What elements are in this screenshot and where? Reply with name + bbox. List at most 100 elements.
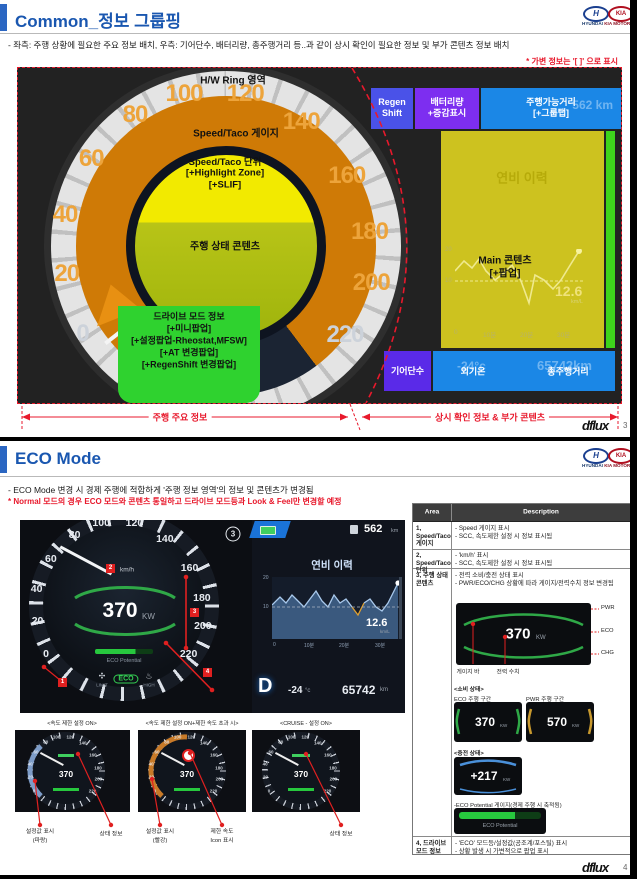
eco-num: 160	[180, 562, 199, 574]
eco-potential-bar	[95, 649, 153, 654]
high-label: HIGH	[143, 682, 155, 688]
col-divider	[451, 504, 452, 854]
v1-num: 180	[94, 765, 102, 771]
odometer-unit: km	[380, 687, 388, 693]
v1-num: 200	[94, 776, 103, 782]
v1-num: 120	[66, 734, 75, 740]
eco-zone-arcs	[455, 708, 521, 735]
brand-caption-hyundai: HYUNDAI	[582, 21, 603, 26]
speedo-num: 100	[165, 79, 203, 107]
row1-area: 1, Speed/Taco 게이지	[416, 525, 451, 547]
regen-level-value: 3	[230, 529, 236, 539]
primary-info-arrow-label: 주행 주요 정보	[148, 410, 212, 424]
always-on-info-arrow-label: 상시 확인 정보 & 부가 콘텐츠	[430, 410, 550, 424]
v1-num: 160	[89, 752, 97, 758]
power-state-arcs	[463, 613, 584, 659]
row4-desc2: - 상황 발생 시 가변적으로 팝업 표시	[455, 848, 549, 855]
callout-badge-3: 3	[190, 608, 199, 617]
gauge-bar-label: 게이지 바	[456, 669, 480, 676]
drive-line-4: [+AT 변경팝업]	[159, 347, 219, 358]
regen-line-1: Regen	[378, 97, 406, 107]
fuel-history-chart-svg	[272, 580, 402, 639]
v1-eco-bar	[53, 788, 79, 791]
chart2-y-10: 10	[263, 604, 269, 610]
variant3-cluster: 0 20 40 60 80 100 120 140 160 180 200 220 370	[252, 730, 360, 812]
pwr-zone-value: 570	[546, 715, 568, 729]
chart-y-20: 20	[445, 247, 452, 253]
power-unit: KW	[142, 612, 155, 621]
charge-state-title: <충전 상태>	[454, 751, 484, 757]
ann3-l2: (빨강)	[152, 838, 168, 844]
eco-num: 60	[45, 552, 57, 565]
v3-num: 200	[329, 776, 338, 782]
page-number: 3	[623, 421, 628, 430]
table-header	[413, 504, 630, 521]
eco-mode-badge: ECO	[113, 674, 139, 684]
chart2-y-20: 20	[263, 575, 269, 581]
row3-desc2: - PWR/ECO/CHG 상황에 따라 게이지/전력수치 정보 변경됨	[455, 580, 614, 587]
speedo-num: 20	[54, 260, 80, 287]
v1-num: 20	[27, 774, 34, 780]
drive-line-3: [+설정팝업-Rheostat,MFSW]	[131, 335, 247, 346]
ann1-l1: 설정값 표시	[25, 829, 55, 835]
charge-arcs	[459, 759, 517, 794]
speedo-num: 220	[326, 321, 364, 349]
slide-2: ECO Mode H KIA HYUNDAI KIA MOTORS - ECO …	[0, 441, 630, 875]
eco-num: 200	[194, 619, 212, 632]
range-value: 562	[364, 523, 383, 535]
speedo-num: 200	[352, 268, 391, 296]
drive-mode-zone	[118, 306, 260, 403]
title-rule-2	[0, 476, 630, 477]
power-gauge-arcs	[74, 586, 176, 636]
v3-num: 180	[329, 765, 337, 771]
odo-label: 총주행거리	[547, 366, 589, 377]
eco-num: 20	[31, 615, 44, 628]
slide1-note: * 가변 정보는 '[ ]' 으로 표시	[526, 57, 618, 66]
v2-num: 120	[187, 734, 196, 740]
v1-num: 40	[27, 761, 33, 767]
row3-area: 3, 주행 상태 콘텐츠	[416, 572, 448, 587]
speedo-num: 40	[52, 200, 79, 228]
chart-scrollbar[interactable]	[399, 577, 402, 639]
variant3-caption: <CRUISE - 설정 ON>	[280, 721, 332, 727]
main-content-zone: 연비 이력 20 10 0 10분 20분 30분 Main 콘텐츠 [+팝업]…	[441, 131, 604, 348]
eco-potential-figure: ECO Potential	[454, 808, 546, 834]
brand-caption-kia-2: KIA MOTORS	[604, 463, 630, 468]
v3-num: 100	[287, 734, 296, 740]
chart2-x-10: 10분	[304, 643, 315, 649]
power-state-figure: 370 KW	[456, 603, 591, 665]
speedo-num: 140	[282, 107, 321, 135]
speedo-num: 0	[76, 319, 89, 347]
v3-gauge: 0 20 40 60 80 100 120 140 160 180 200 220 370	[262, 732, 340, 810]
main-content-label-1: Main 콘텐츠	[478, 255, 532, 267]
row1-top	[413, 521, 630, 522]
gauge-zone-label: Speed/Taco 게이지	[193, 128, 279, 140]
variant2-caption: <속도 제한 설정 ON+제한 속도 초과 시>	[145, 721, 239, 727]
eco-zone-figure: 370 KW	[454, 702, 522, 742]
v2-eco-bar	[174, 788, 200, 791]
v3-eco-bar	[288, 788, 314, 791]
row3-bottom	[413, 836, 630, 837]
ann-status-1: 상태 정보	[99, 831, 123, 838]
fuel-history-ghost-title: 연비 이력	[496, 170, 548, 186]
pwr-zone-unit: KW	[572, 723, 580, 728]
figure-power-value: 370	[505, 625, 531, 643]
range-zone: 562 km 주행가능거리 [+그룹탭]	[481, 88, 621, 129]
regen-shift-zone: Regen Shift	[371, 88, 413, 129]
eco-strip-zone	[606, 131, 615, 348]
eco-num: 40	[30, 582, 43, 595]
chg-label: CHG	[601, 650, 614, 656]
range-line-2: [+그룹탭]	[532, 108, 570, 118]
v1-num: 60	[33, 749, 39, 754]
speedo-num: 160	[328, 162, 366, 189]
v1-num: 140	[79, 740, 87, 746]
slide-separator	[0, 437, 637, 441]
drive-line-5: [+RegenShift 변경팝업]	[141, 359, 237, 370]
battery-icon	[260, 526, 276, 535]
speedometer-gauge: 0 20 40 60 80 100 120 140 160 180 200 22…	[51, 71, 401, 403]
ann1-l2: (파랑)	[32, 838, 48, 844]
range-ghost-value: 562 km	[572, 98, 613, 112]
chart2-x-0: 0	[273, 642, 276, 648]
v1-value: 370	[58, 769, 74, 779]
page-number-2: 4	[623, 863, 628, 872]
